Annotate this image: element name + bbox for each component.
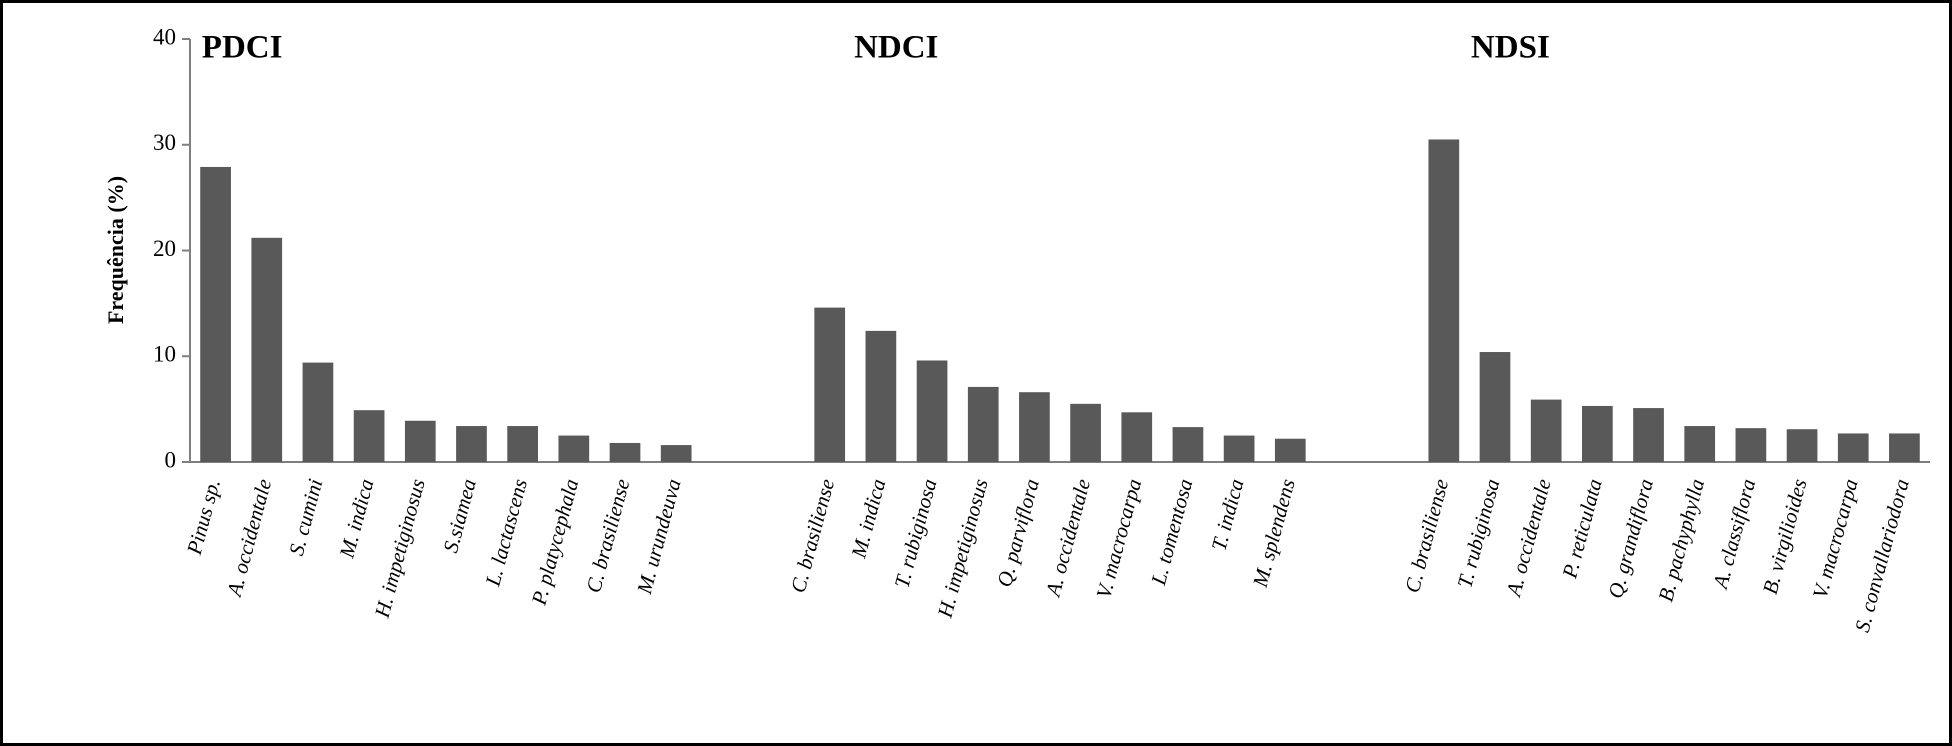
bar: [404, 420, 436, 462]
x-tick-label: P. platycephala: [526, 476, 583, 608]
x-tick-label: M. indica: [846, 476, 890, 561]
bar: [251, 237, 283, 462]
x-tick-label: B. virgilioides: [1758, 476, 1812, 596]
bar: [1684, 426, 1716, 462]
bar: [1479, 352, 1511, 462]
bar: [1837, 433, 1869, 462]
bar: [558, 435, 590, 462]
bar: [353, 410, 385, 462]
bar: [1428, 139, 1460, 462]
x-tick-label: S. convallariodora: [1850, 476, 1914, 634]
bar: [814, 307, 846, 462]
x-tick-label: B. pachyphylla: [1653, 476, 1709, 604]
bar: [302, 362, 334, 462]
bar: [1633, 408, 1664, 462]
group-title: NDCI: [854, 30, 938, 66]
bar: [1121, 412, 1153, 462]
group-title: PDCI: [202, 30, 283, 66]
x-tick-label: A. occidentale: [221, 476, 276, 600]
x-tick-label: V. macrocarpa: [1808, 476, 1863, 601]
y-tick-label: 30: [153, 130, 176, 155]
x-tick-label: S.siamea: [438, 476, 481, 555]
bar: [660, 445, 692, 462]
bar: [967, 386, 999, 462]
bar: [1786, 429, 1818, 462]
bar: [609, 442, 641, 462]
x-tick-label: C. brasiliense: [581, 476, 634, 595]
bar: [507, 426, 538, 462]
y-axis-label: Frequência (%): [103, 176, 128, 324]
x-tick-label: L. lactascens: [480, 476, 532, 589]
x-tick-label: M. splendens: [1248, 476, 1300, 590]
x-tick-label: M. indica: [334, 476, 378, 561]
x-tick-label: H. impetiginosus: [369, 476, 429, 621]
x-tick-label: P. reticulata: [1557, 476, 1607, 581]
x-tick-label: S. cumini: [284, 476, 327, 558]
x-tick-label: T. rubiginosa: [1452, 476, 1504, 590]
y-tick-label: 40: [153, 24, 176, 49]
x-tick-label: A. occidentale: [1501, 476, 1556, 600]
bar: [1223, 435, 1255, 462]
bar: [456, 426, 487, 462]
bar: [916, 360, 948, 462]
x-tick-label: A. classiflora: [1708, 476, 1761, 592]
x-tick-label: Q. parviflora: [992, 476, 1044, 589]
bar: [1735, 428, 1767, 462]
bar: [1070, 403, 1101, 462]
x-tick-label: H. impetiginosus: [932, 476, 992, 621]
bar: [1274, 438, 1306, 462]
x-tick-label: A. occidentale: [1040, 476, 1095, 600]
x-tick-label: M. urundeuva: [632, 476, 686, 597]
x-tick-label: Pinus sp.: [182, 476, 225, 558]
x-tick-label: C. brasiliense: [1400, 476, 1453, 595]
y-tick-label: 0: [165, 447, 177, 472]
group-title: NDSI: [1471, 30, 1550, 66]
x-tick-label: V. macrocarpa: [1091, 476, 1146, 601]
x-tick-label: T. indica: [1206, 476, 1248, 553]
x-tick-label: Q. grandiflora: [1603, 476, 1658, 601]
y-tick-label: 10: [153, 342, 176, 367]
bar: [1530, 399, 1562, 462]
x-tick-label: T. rubiginosa: [889, 476, 941, 590]
bar: [1019, 392, 1050, 462]
bar: [1172, 427, 1204, 462]
bar: [865, 330, 897, 462]
y-tick-label: 20: [153, 236, 176, 261]
bar: [1889, 433, 1920, 462]
x-tick-label: C. brasiliense: [786, 476, 839, 595]
bar: [1582, 405, 1613, 462]
bar: [200, 166, 231, 462]
x-tick-label: L. tomentosa: [1146, 476, 1198, 588]
